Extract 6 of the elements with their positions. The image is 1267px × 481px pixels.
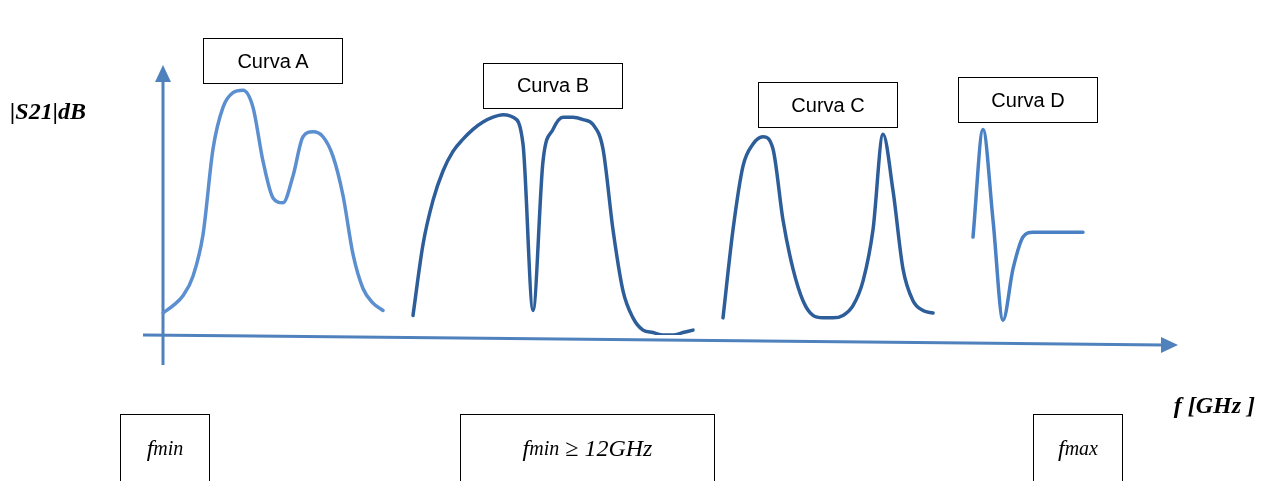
- series-label: Curva C: [758, 82, 898, 129]
- series-label: Curva B: [483, 62, 623, 109]
- series-label: Curva A: [203, 38, 343, 85]
- x-axis-title: f [GHz ]: [1173, 392, 1255, 419]
- series-label: Curva D: [958, 77, 1098, 124]
- y-axis-title: |S21|dB: [10, 98, 86, 125]
